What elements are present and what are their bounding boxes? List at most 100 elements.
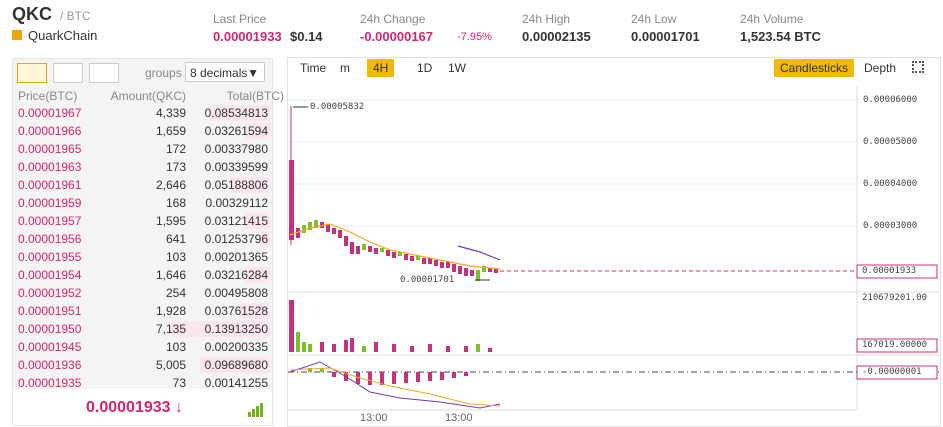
row-price[interactable]: 0.00001954 [18, 268, 82, 282]
volume-current-label: 167019.00000 [862, 340, 928, 350]
volume-box [856, 338, 938, 353]
row-price[interactable]: 0.00001955 [18, 250, 82, 264]
stat-value: 0.00001933 [213, 29, 282, 44]
row-price[interactable]: 0.00001956 [18, 232, 82, 246]
stat-label: 24h Volume [740, 12, 804, 26]
depth-bar [200, 357, 270, 373]
candles [289, 106, 857, 281]
interval-button[interactable]: Time [300, 61, 327, 75]
volume-axis-label: 210679201.00 [862, 293, 928, 303]
row-total: 0.08534813 [204, 106, 268, 120]
price-axis-label: 0.00003000 [863, 221, 918, 231]
view-both[interactable] [17, 63, 47, 83]
row-total: 0.00339599 [204, 160, 268, 174]
decimals-value: 8 decimals [190, 66, 248, 80]
view-button[interactable]: Candlesticks [774, 59, 855, 77]
column-header: Price(BTC) [18, 89, 78, 103]
price-axis-label: 0.00004000 [863, 179, 918, 189]
row-amount: 2,646 [155, 178, 186, 192]
row-amount: 254 [165, 286, 186, 300]
row-total: 0.03261594 [204, 124, 268, 138]
row-total: 0.00329112 [205, 196, 268, 210]
column-header: Total(BTC) [226, 89, 284, 103]
current-price-box [856, 264, 938, 279]
low-note: 0.00001701 [400, 275, 455, 285]
row-amount: 73 [172, 376, 186, 390]
symbol: QKC [12, 4, 52, 24]
row-price[interactable]: 0.00001961 [18, 178, 82, 192]
depth-bar [245, 123, 270, 139]
info-icon [12, 30, 22, 40]
view-button[interactable]: Depth [864, 61, 897, 75]
row-amount: 1,659 [155, 124, 186, 138]
row-total: 0.00201365 [204, 250, 268, 264]
row-total: 0.05188806 [204, 178, 268, 192]
last-price-value: 0.00001933 [86, 399, 171, 416]
row-price[interactable]: 0.00001959 [18, 196, 82, 210]
stat-label: 24h Low [631, 12, 677, 26]
stat-label: 24h High [522, 12, 571, 26]
current-price-label: 0.00001933 [862, 266, 917, 276]
row-amount: 168 [165, 196, 186, 210]
row-price[interactable]: 0.00001935 [18, 376, 82, 390]
row-amount: 1,595 [155, 214, 186, 228]
row-amount: 4,339 [155, 106, 186, 120]
row-price[interactable]: 0.00001967 [18, 106, 82, 120]
view-buy[interactable] [53, 63, 83, 83]
signal-icon [248, 403, 263, 422]
interval-button[interactable]: 1D [417, 61, 433, 75]
last-price: 0.00001933 ↓ [86, 399, 183, 417]
volume-bars [289, 300, 492, 352]
row-total: 0.01253796 [204, 232, 268, 246]
decimals-select[interactable]: 8 decimals ▼ [185, 62, 265, 82]
row-price[interactable]: 0.00001966 [18, 124, 82, 138]
depth-bar [240, 303, 270, 319]
row-total: 0.00337980 [204, 142, 268, 156]
row-amount: 172 [165, 142, 186, 156]
row-total: 0.00141255 [204, 376, 268, 390]
price-axis-label: 0.00005000 [863, 137, 918, 147]
stat-value: 1,523.54 BTC [740, 29, 821, 44]
depth-bar [245, 213, 270, 229]
row-amount: 5,005 [155, 358, 186, 372]
stat-value: 0.00002135 [522, 29, 591, 44]
stat-extra: -7.95% [457, 31, 492, 43]
row-price[interactable]: 0.00001936 [18, 358, 82, 372]
depth-bar [170, 321, 270, 337]
fullscreen-button[interactable] [912, 61, 924, 73]
interval-button[interactable]: 4H [367, 59, 395, 77]
depth-bar [230, 177, 270, 193]
depth-bar [245, 267, 270, 283]
row-total: 0.00495808 [204, 286, 268, 300]
row-amount: 7,135 [155, 322, 186, 336]
stat-value: -0.00000167 [360, 29, 434, 44]
stat-label: Last Price [213, 12, 267, 26]
last-price-arrow: ↓ [174, 399, 183, 416]
view-sell[interactable] [89, 63, 119, 83]
macd [288, 361, 939, 409]
row-price[interactable]: 0.00001951 [18, 304, 82, 318]
row-price[interactable]: 0.00001965 [18, 142, 82, 156]
row-price[interactable]: 0.00001957 [18, 214, 82, 228]
row-total: 0.03121415 [204, 214, 268, 228]
row-price[interactable]: 0.00001963 [18, 160, 82, 174]
row-price[interactable]: 0.00001950 [18, 322, 82, 336]
interval-button[interactable]: 1W [448, 61, 466, 75]
last-price-box [13, 389, 272, 425]
row-total: 0.03761528 [204, 304, 268, 318]
row-total: 0.09689680 [204, 358, 268, 372]
macd-box [856, 365, 938, 380]
column-header: Amount(QKC) [110, 89, 186, 103]
high-note: 0.00005832 [310, 102, 365, 112]
row-total: 0.00200335 [204, 340, 268, 354]
time-label: 13:00 [360, 412, 388, 424]
depth-bar [210, 105, 270, 121]
row-price[interactable]: 0.00001945 [18, 340, 82, 354]
row-amount: 103 [165, 340, 186, 354]
interval-button[interactable]: m [340, 61, 350, 75]
macd-current-label: -0.00000001 [862, 367, 922, 377]
pair: / BTC [60, 9, 91, 23]
row-price[interactable]: 0.00001952 [18, 286, 82, 300]
